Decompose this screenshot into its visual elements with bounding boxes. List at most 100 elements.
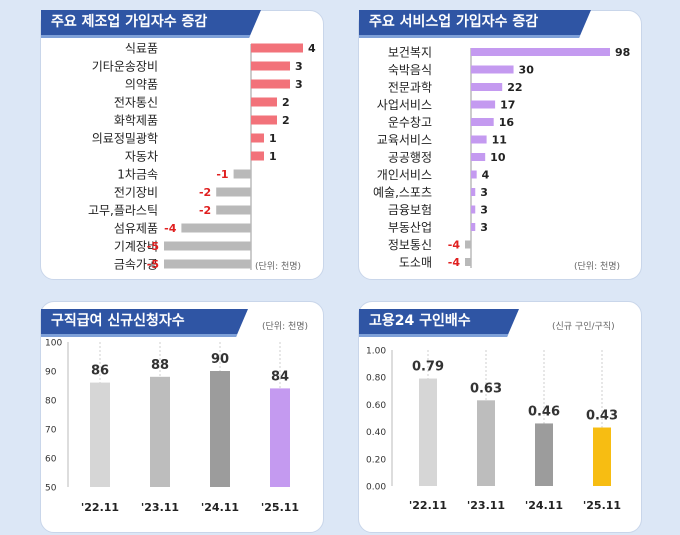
mfg-bar [251, 79, 290, 89]
mfg-value-label: -4 [164, 222, 177, 235]
svc-value-label: -4 [448, 256, 461, 269]
mfg-value-label: 3 [295, 60, 303, 73]
svc-bar [465, 240, 471, 249]
mfg-value-label: -5 [147, 240, 159, 253]
claims-bar [270, 388, 290, 487]
svc-bar [471, 188, 476, 196]
ratio-category-label: '25.11 [583, 499, 621, 512]
svc-value-label: 22 [507, 81, 522, 94]
services-title: 주요 서비스업 가입자수 증감 [359, 10, 591, 38]
svc-category-label: 운수창고 [388, 116, 432, 130]
svc-category-label: 정보통신 [388, 238, 432, 252]
mfg-category-label: 섬유제품 [114, 222, 158, 236]
svc-category-label: 사업서비스 [377, 98, 432, 112]
claims-value-label: 84 [271, 369, 289, 384]
job-ratio-unit: (신규 구인/구직) [552, 322, 615, 332]
mfg-value-label: -2 [199, 186, 211, 199]
svc-category-label: 개인서비스 [377, 168, 432, 182]
svc-category-label: 공공행정 [388, 150, 432, 165]
svc-value-label: 3 [480, 186, 488, 199]
claims-value-label: 88 [151, 358, 169, 373]
services-unit: (단위: 천명) [574, 262, 621, 272]
svc-category-label: 부동산업 [388, 221, 432, 235]
mfg-value-label: 1 [269, 150, 277, 163]
svc-value-label: 30 [519, 64, 535, 77]
svc-bar [471, 65, 514, 74]
mfg-category-label: 의료정밀광학 [92, 132, 158, 146]
claims-y-tick: 50 [45, 484, 57, 494]
mfg-value-label: -5 [147, 258, 159, 271]
ratio-y-tick: 0.40 [366, 428, 386, 438]
claims-bar [150, 376, 170, 487]
claims-value-label: 90 [211, 352, 229, 367]
claims-value-label: 86 [91, 364, 109, 379]
svc-bar [471, 153, 486, 161]
ratio-y-tick: 1.00 [366, 347, 386, 357]
mfg-bar [251, 133, 264, 143]
ratio-y-tick: 0.20 [366, 455, 386, 465]
svc-category-label: 교육서비스 [377, 133, 432, 147]
mfg-bar [251, 151, 264, 161]
mfg-bar [181, 223, 251, 233]
svc-value-label: 3 [480, 204, 488, 217]
claims-bar [90, 382, 110, 487]
manufacturing-panel [40, 10, 324, 280]
claims-y-tick: 90 [45, 368, 57, 378]
mfg-bar [164, 241, 251, 251]
claims-category-label: '25.11 [261, 501, 299, 514]
ratio-y-tick: 0.00 [366, 483, 386, 493]
mfg-category-label: 고무,플라스틱 [88, 204, 158, 218]
claims-bar [210, 371, 230, 487]
svc-bar [471, 118, 494, 126]
mfg-bar [251, 115, 277, 125]
claims-unit: (단위: 천명) [262, 322, 309, 332]
mfg-category-label: 식료품 [125, 42, 158, 56]
claims-title: 구직급여 신규신청자수 [41, 309, 248, 337]
ratio-bar [593, 427, 611, 486]
svc-value-label: 16 [499, 116, 515, 129]
svc-bar [471, 223, 476, 231]
mfg-bar [251, 43, 303, 53]
mfg-category-label: 전자통신 [114, 96, 158, 110]
claims-y-tick: 100 [45, 339, 62, 349]
mfg-value-label: 2 [282, 114, 290, 127]
svc-value-label: 11 [492, 134, 507, 147]
mfg-value-label: 1 [269, 132, 277, 145]
mfg-value-label: -2 [199, 204, 211, 217]
svc-value-label: 4 [482, 169, 490, 182]
svc-bar [465, 258, 471, 266]
job-ratio-panel [358, 301, 642, 533]
ratio-bar [535, 423, 553, 486]
claims-category-label: '24.11 [201, 501, 239, 514]
claims-y-tick: 60 [45, 455, 57, 465]
svc-category-label: 금융보험 [388, 203, 432, 217]
claims-category-label: '23.11 [141, 501, 179, 514]
ratio-y-tick: 0.60 [366, 401, 386, 411]
svc-value-label: 17 [500, 99, 515, 112]
mfg-bar [216, 205, 251, 215]
ratio-value-label: 0.63 [470, 381, 502, 396]
mfg-bar [251, 97, 277, 107]
claims-category-label: '22.11 [81, 501, 119, 514]
claims-y-tick: 70 [45, 426, 57, 436]
svc-value-label: 10 [490, 151, 506, 164]
svc-value-label: 98 [615, 46, 630, 59]
svc-bar [471, 48, 610, 56]
mfg-category-label: 전기장비 [114, 186, 158, 200]
svc-bar [471, 135, 487, 144]
manufacturing-title: 주요 제조업 가입자수 증감 [41, 10, 261, 38]
svc-bar [471, 170, 477, 179]
mfg-bar [164, 259, 251, 269]
ratio-bar [477, 400, 495, 486]
job-ratio-title: 고용24 구인배수 [359, 309, 519, 337]
svc-value-label: -4 [448, 239, 461, 252]
mfg-category-label: 기타운송장비 [92, 60, 158, 74]
ratio-category-label: '22.11 [409, 499, 447, 512]
svc-category-label: 전문과학 [388, 81, 432, 95]
claims-y-tick: 80 [45, 397, 57, 407]
ratio-value-label: 0.43 [586, 409, 618, 424]
